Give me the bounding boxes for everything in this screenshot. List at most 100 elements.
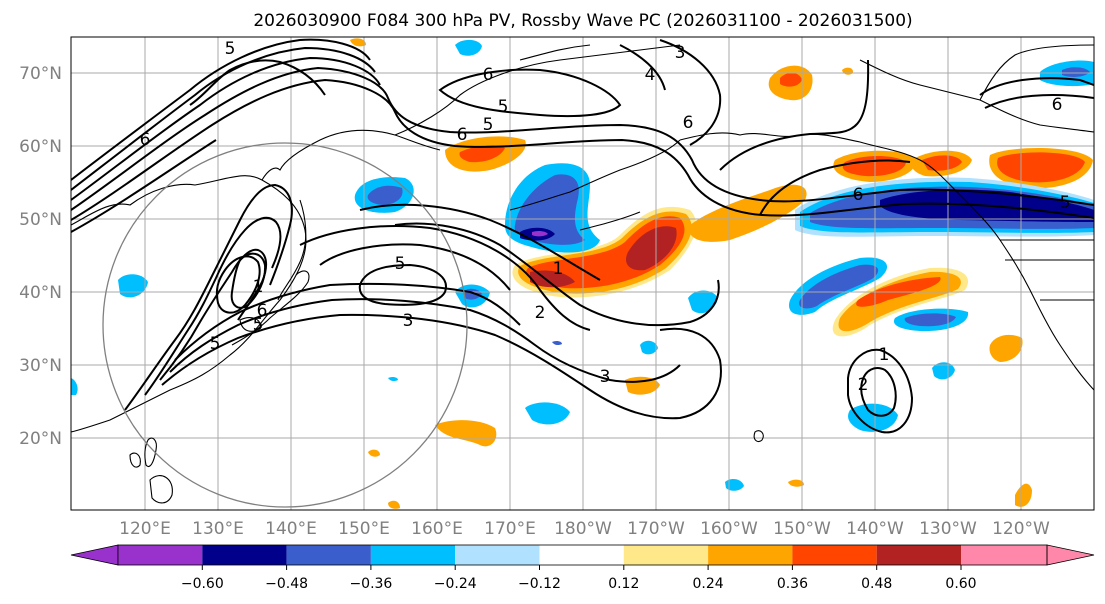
anomaly-shade-negative bbox=[688, 290, 718, 314]
lon-label: 120°W bbox=[992, 519, 1050, 539]
lon-label: 140°W bbox=[846, 519, 904, 539]
anomaly-shade-positive bbox=[989, 334, 1023, 362]
colorbar-swatch bbox=[202, 545, 287, 565]
lon-label: 160°E bbox=[411, 519, 463, 539]
colorbar-swatch bbox=[118, 545, 203, 565]
contour-label: 6 bbox=[483, 65, 494, 85]
colorbar-tick-label: 0.48 bbox=[861, 576, 892, 592]
lat-label: 60°N bbox=[19, 137, 62, 157]
lon-label: 170°E bbox=[484, 519, 536, 539]
lon-label: 180°W bbox=[554, 519, 612, 539]
anomaly-shade-positive bbox=[1015, 483, 1032, 507]
lon-label: 130°E bbox=[192, 519, 244, 539]
contour-label: 3 bbox=[675, 43, 686, 63]
contour-label: 6 bbox=[683, 113, 694, 133]
contour-label-group: 5 6 4 3 6 5 6 5 6 5 1 6 5 5 3 1 2 3 6 5 … bbox=[140, 39, 1071, 395]
contour-label: 2 bbox=[535, 303, 546, 323]
colorbar-tick-label: −0.24 bbox=[434, 576, 477, 592]
colorbar-tick-label: −0.48 bbox=[265, 576, 308, 592]
contour-label: 2 bbox=[858, 375, 869, 395]
colorbar-tick-label: −0.12 bbox=[518, 576, 561, 592]
colorbar-extend-low bbox=[70, 544, 119, 566]
colorbar-swatch bbox=[370, 545, 456, 565]
anomaly-shade-negative bbox=[532, 230, 548, 237]
lon-label: 140°E bbox=[265, 519, 317, 539]
anomaly-shade-positive bbox=[368, 449, 380, 457]
lat-label: 70°N bbox=[19, 64, 62, 84]
contour-label: 6 bbox=[853, 185, 864, 205]
anomaly-shade-positive bbox=[780, 72, 802, 87]
anomaly-shade-negative bbox=[932, 362, 955, 380]
contour-label: 5 bbox=[253, 315, 264, 335]
pv-anomaly-shading bbox=[71, 38, 1094, 509]
contour-label: 5 bbox=[395, 254, 406, 274]
anomaly-shade-negative bbox=[904, 313, 956, 327]
anomaly-shade-negative bbox=[367, 185, 403, 205]
anomaly-shade-positive bbox=[459, 145, 505, 163]
colorbar-tick-label: 0.36 bbox=[777, 576, 808, 592]
colorbar-frame bbox=[117, 544, 1048, 566]
contour-label: 4 bbox=[645, 65, 656, 85]
anomaly-shade-negative bbox=[388, 376, 398, 382]
anomaly-shade-negative bbox=[799, 264, 879, 309]
colorbar-tick-label: −0.36 bbox=[349, 576, 392, 592]
lon-label: 170°W bbox=[627, 519, 685, 539]
contour-label: 5 bbox=[210, 334, 221, 354]
colorbar-swatch bbox=[623, 545, 709, 565]
longitude-axis: 120°E 130°E 140°E 150°E 160°E 170°E 180°… bbox=[119, 519, 1050, 539]
anomaly-shade-negative bbox=[525, 402, 570, 425]
anomaly-shade-positive bbox=[922, 155, 962, 171]
colorbar-extend-high bbox=[1046, 544, 1095, 566]
lon-label: 120°E bbox=[119, 519, 171, 539]
anomaly-shade-negative bbox=[455, 39, 482, 56]
source-region-circle bbox=[102, 142, 468, 508]
lon-label: 130°W bbox=[919, 519, 977, 539]
contour-label: 1 bbox=[253, 277, 264, 297]
anomaly-shade-positive bbox=[625, 226, 677, 271]
contour-label: 5 bbox=[225, 39, 236, 59]
anomaly-shade-negative bbox=[640, 340, 658, 355]
figure-title: 2026030900 F084 300 hPa PV, Rossby Wave … bbox=[253, 11, 912, 31]
colorbar-swatch bbox=[792, 545, 877, 565]
contour-label: 6 bbox=[457, 125, 468, 145]
anomaly-shade-negative bbox=[552, 340, 562, 346]
contour-label: 3 bbox=[403, 311, 414, 331]
colorbar: −0.60 −0.48 −0.36 −0.24 −0.12 0.12 0.24 … bbox=[70, 544, 1095, 592]
lat-label: 50°N bbox=[19, 210, 62, 230]
contour-label: 6 bbox=[140, 130, 151, 150]
coastlines bbox=[71, 44, 1094, 504]
colorbar-swatch bbox=[876, 545, 961, 565]
anomaly-shade-positive bbox=[788, 479, 804, 487]
anomaly-shade-negative bbox=[725, 478, 744, 491]
colorbar-swatch bbox=[961, 545, 1047, 565]
latitude-axis: 70°N 60°N 50°N 40°N 30°N 20°N bbox=[19, 64, 62, 449]
anomaly-shade-negative bbox=[71, 378, 78, 395]
contour-label: 1 bbox=[553, 259, 564, 279]
anomaly-shade-negative bbox=[514, 174, 585, 245]
contour-label: 6 bbox=[1052, 95, 1063, 115]
contour-label: 6 bbox=[257, 301, 268, 321]
lat-label: 30°N bbox=[19, 356, 62, 376]
contour-label: 5 bbox=[483, 115, 494, 135]
colorbar-ticks bbox=[201, 565, 962, 570]
colorbar-swatch bbox=[455, 545, 540, 565]
lon-label: 150°W bbox=[773, 519, 831, 539]
anomaly-shade-positive bbox=[435, 420, 497, 447]
colorbar-swatch bbox=[708, 545, 793, 565]
lon-label: 160°W bbox=[700, 519, 758, 539]
anomaly-shade-negative bbox=[848, 403, 898, 432]
colorbar-swatch bbox=[286, 545, 371, 565]
lat-label: 40°N bbox=[19, 283, 62, 303]
anomaly-shade-positive bbox=[350, 38, 366, 47]
anomaly-shade-positive bbox=[997, 152, 1085, 183]
colorbar-tick-label: −0.60 bbox=[181, 576, 224, 592]
map-panel: 5 6 4 3 6 5 6 5 6 5 1 6 5 5 3 1 2 3 6 5 … bbox=[70, 36, 1095, 511]
map-frame bbox=[70, 36, 1095, 511]
colorbar-tick-label: 0.60 bbox=[945, 576, 976, 592]
colorbar-tick-label: 0.12 bbox=[608, 576, 639, 592]
lat-label: 20°N bbox=[19, 429, 62, 449]
lon-label: 150°E bbox=[338, 519, 390, 539]
pv-contours bbox=[71, 38, 1094, 434]
anomaly-shade-negative bbox=[1062, 67, 1090, 77]
